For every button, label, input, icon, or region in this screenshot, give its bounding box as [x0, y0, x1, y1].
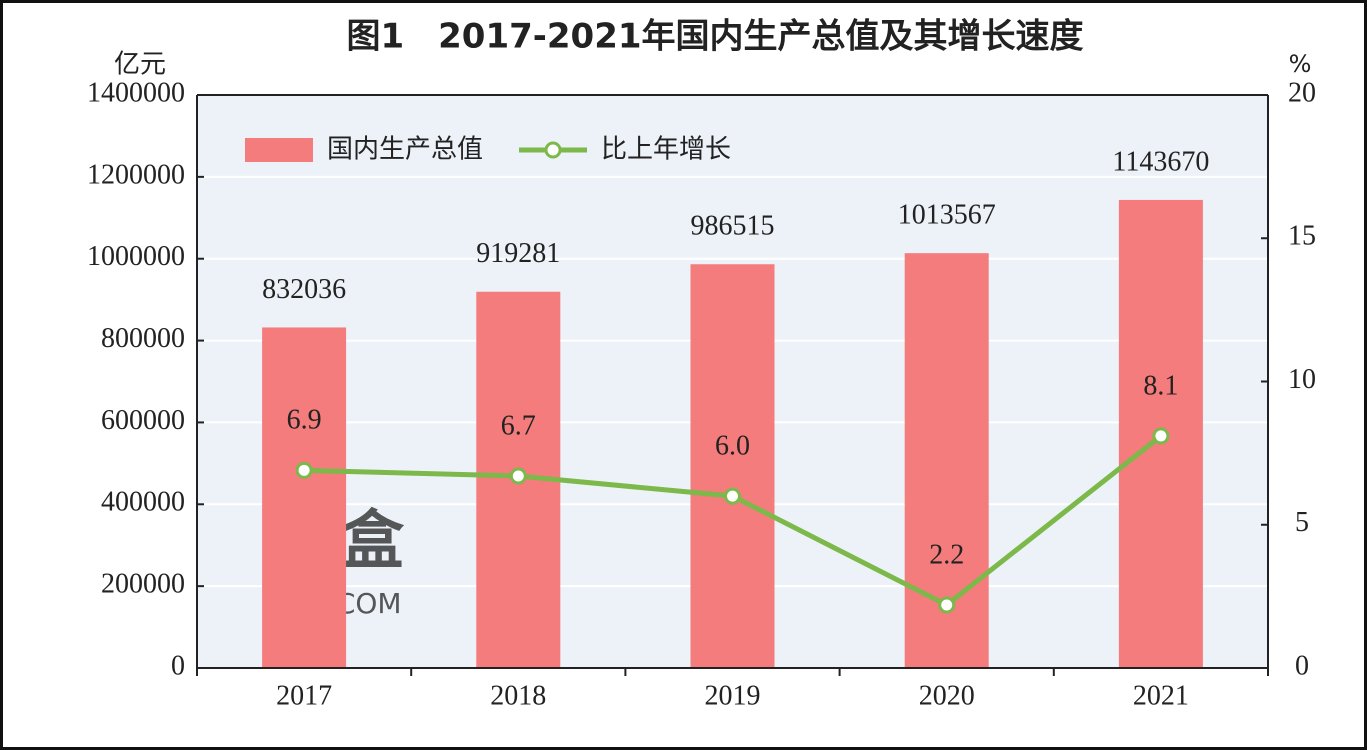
- data-label: 986515: [691, 211, 775, 242]
- data-label: 6.9: [287, 405, 322, 436]
- legend-swatch: [245, 138, 313, 162]
- y-tick-label: 600000: [101, 405, 185, 436]
- y2-axis-label: %: [1289, 50, 1312, 78]
- y-tick-label: 200000: [101, 569, 185, 600]
- x-tick-label: 2019: [705, 680, 761, 711]
- line-marker: [509, 467, 527, 485]
- data-label: 919281: [476, 238, 560, 269]
- y-tick-label: 1000000: [87, 241, 185, 272]
- bar: [690, 264, 775, 668]
- legend-label: 国内生产总值: [327, 135, 483, 165]
- data-label: 6.7: [501, 410, 536, 441]
- chart-title: 图1 2017-2021年国内生产总值及其增长速度: [346, 17, 1083, 57]
- y2-tick-label: 5: [1295, 507, 1309, 538]
- legend-label: 比上年增长: [601, 135, 731, 165]
- y2-tick-label: 10: [1288, 364, 1316, 395]
- line-marker: [724, 487, 741, 505]
- y2-tick-label: 20: [1288, 77, 1316, 108]
- data-label: 8.1: [1143, 370, 1178, 401]
- data-label: 1143670: [1112, 146, 1209, 177]
- y-tick-label: 1200000: [87, 159, 185, 190]
- y-axis-label: 亿元: [114, 50, 166, 80]
- y2-tick-label: 15: [1288, 221, 1316, 252]
- y2-tick-label: 0: [1295, 650, 1309, 681]
- data-label: 2.2: [929, 539, 964, 570]
- data-label: 832036: [262, 274, 346, 305]
- line-marker: [1152, 427, 1170, 445]
- x-tick-label: 2020: [919, 680, 975, 711]
- y-tick-label: 800000: [101, 323, 185, 354]
- data-label: 1013567: [898, 200, 996, 231]
- y-tick-label: 0: [171, 650, 185, 681]
- y-tick-label: 1400000: [87, 77, 185, 108]
- bar: [262, 327, 347, 668]
- legend-marker: [544, 141, 562, 159]
- y-tick-label: 400000: [101, 487, 185, 518]
- x-tick-label: 2018: [490, 680, 546, 711]
- line-marker: [295, 461, 313, 479]
- x-tick-label: 2017: [276, 680, 332, 711]
- x-tick-label: 2021: [1133, 680, 1189, 711]
- data-label: 6.0: [715, 431, 750, 462]
- line-marker: [938, 596, 956, 614]
